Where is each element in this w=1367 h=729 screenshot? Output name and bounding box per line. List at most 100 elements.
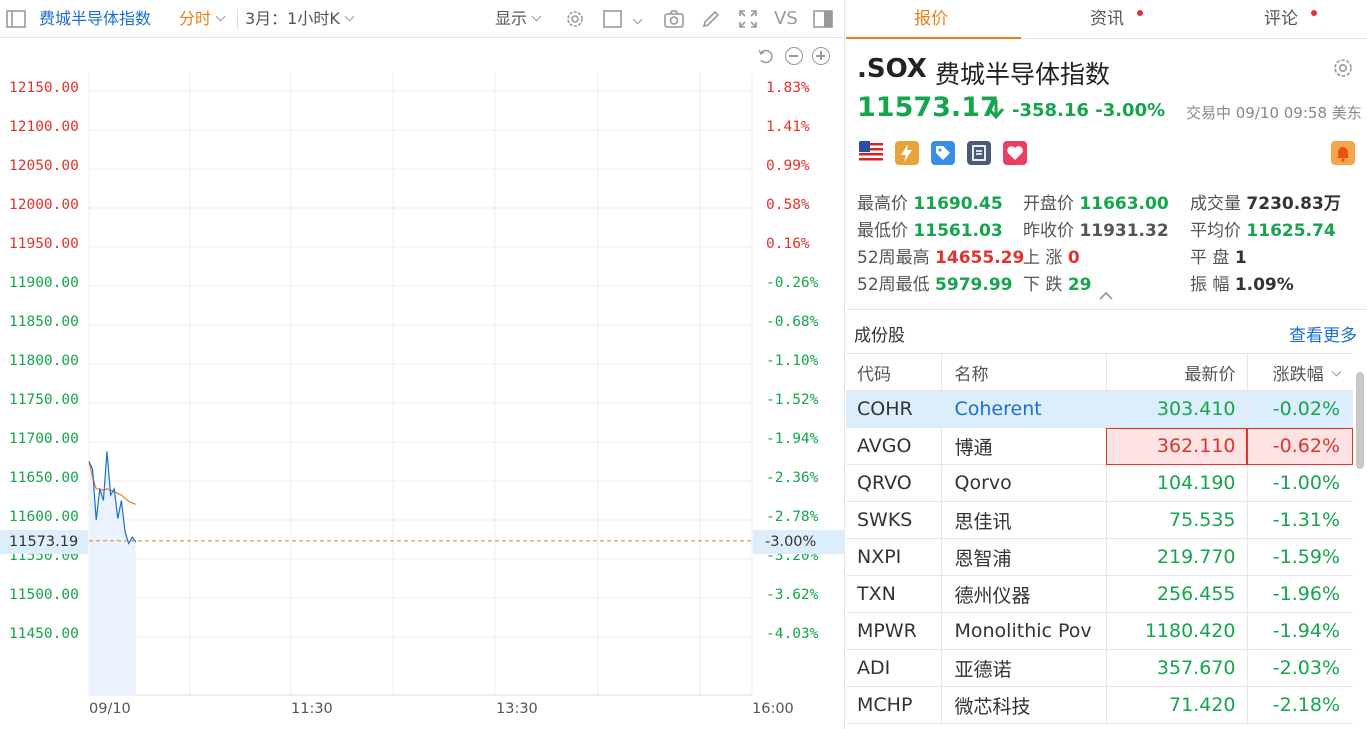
cell-price: 104.190: [1106, 464, 1248, 502]
cell-code: MPWR: [846, 612, 942, 650]
symbol: .SOX: [857, 54, 927, 84]
y-axis-pct-label: 1.83%: [766, 80, 810, 96]
display-label: 显示: [495, 9, 528, 28]
chart-canvas[interactable]: [0, 38, 845, 729]
gear-icon[interactable]: [1331, 56, 1355, 80]
cell-name: 亚德诺: [941, 649, 1107, 687]
reset-icon[interactable]: [757, 47, 775, 65]
table-row[interactable]: TXN 德州仪器 256.455 -1.96%: [846, 575, 1353, 613]
indicator-box-icon[interactable]: [602, 8, 624, 30]
cell-pct: -0.02%: [1247, 390, 1353, 428]
current-price-tag: 11573.19: [0, 530, 88, 554]
stat-volume: 成交量 7230.83万: [1190, 194, 1341, 214]
y-axis-pct-label: 1.41%: [766, 119, 810, 135]
cell-code: NXPI: [846, 538, 942, 576]
y-axis-label: 11750.00: [9, 392, 79, 408]
col-code[interactable]: 代码: [846, 353, 942, 391]
y-axis-pct-label: -0.68%: [766, 314, 819, 330]
lightning-badge-icon[interactable]: [895, 141, 919, 165]
y-axis-pct-label: -4.03%: [766, 626, 819, 642]
table-row[interactable]: MCHP 微芯科技 71.420 -2.18%: [846, 686, 1353, 724]
view-more-link[interactable]: 查看更多: [1289, 326, 1357, 346]
y-axis-label: 11500.00: [9, 587, 79, 603]
cell-name: Qorvo: [941, 464, 1107, 502]
chart-panel: 费城半导体指数 分时 3月：1小时K 显示 VS 12150.00 1.83% 12…: [0, 0, 845, 729]
settings-gear-icon[interactable]: [564, 8, 586, 30]
table-row[interactable]: MPWR Monolithic Pov 1180.420 -1.94%: [846, 612, 1353, 650]
pencil-icon[interactable]: [700, 8, 722, 30]
note-icon[interactable]: [967, 141, 991, 165]
cell-code: AVGO: [846, 427, 942, 465]
index-name: 费城半导体指数: [935, 60, 1111, 89]
cell-name: Monolithic Pov: [941, 612, 1107, 650]
fullscreen-icon[interactable]: [737, 8, 759, 30]
y-axis-pct-label: -1.94%: [766, 431, 819, 447]
news-unread-dot: [1137, 10, 1143, 16]
display-dropdown[interactable]: 显示: [495, 0, 542, 38]
y-axis-label: 12150.00: [9, 80, 79, 96]
stat-52w-low: 52周最低 5979.99: [857, 275, 1013, 295]
divider: [237, 9, 238, 29]
alert-bell-icon[interactable]: [1331, 141, 1355, 165]
cell-name: Coherent: [941, 390, 1107, 428]
cell-name: 恩智浦: [941, 538, 1107, 576]
price-area: [89, 451, 136, 695]
constituents-table: 代码 名称 最新价 涨跌幅 COHR Coherent 303.410 -0.02% A…: [846, 353, 1353, 724]
cell-pct: -1.94%: [1247, 612, 1353, 650]
sort-chevron-icon[interactable]: [1331, 366, 1342, 376]
chevron-down-icon[interactable]: [632, 14, 643, 25]
y-axis-label: 11600.00: [9, 509, 79, 525]
tag-icon[interactable]: [931, 141, 955, 165]
cell-pct: -2.18%: [1247, 686, 1353, 724]
y-axis-pct-label: -2.78%: [766, 509, 819, 525]
chart-toolbar: 费城半导体指数 分时 3月：1小时K 显示 VS: [0, 0, 845, 38]
table-row[interactable]: ADI 亚德诺 357.670 -2.03%: [846, 649, 1353, 687]
scrollbar[interactable]: [1356, 372, 1364, 469]
stat-high: 最高价 11690.45: [857, 194, 1003, 214]
table-row[interactable]: AVGO 博通 362.110 -0.62%: [846, 427, 1353, 465]
table-row[interactable]: COHR Coherent 303.410 -0.02%: [846, 390, 1353, 428]
col-change-pct[interactable]: 涨跌幅: [1247, 353, 1353, 391]
y-axis-pct-label: -0.26%: [766, 275, 819, 291]
col-price[interactable]: 最新价: [1106, 353, 1248, 391]
table-row[interactable]: SWKS 思佳讯 75.535 -1.31%: [846, 501, 1353, 539]
y-axis-label: 11450.00: [9, 626, 79, 642]
period-label: 3月：1小时K: [245, 9, 340, 28]
tab-news[interactable]: 资讯: [1090, 9, 1124, 29]
cell-code: COHR: [846, 390, 942, 428]
zoom-out-icon[interactable]: [785, 47, 803, 65]
cell-code: ADI: [846, 649, 942, 687]
col-name[interactable]: 名称: [941, 353, 1107, 391]
mode-dropdown[interactable]: 分时: [179, 0, 226, 38]
heart-icon[interactable]: [1003, 141, 1027, 165]
change-value: -358.16: [1012, 100, 1089, 121]
cell-price: 75.535: [1106, 501, 1248, 539]
camera-icon[interactable]: [663, 8, 685, 30]
chevron-up-icon[interactable]: [1098, 291, 1114, 301]
table-row[interactable]: NXPI 恩智浦 219.770 -1.59%: [846, 538, 1353, 576]
compare-vs-button[interactable]: VS: [774, 8, 798, 29]
cell-code: MCHP: [846, 686, 942, 724]
current-pct-tag: -3.00%: [753, 530, 845, 554]
cell-name: 德州仪器: [941, 575, 1107, 613]
period-dropdown[interactable]: 3月：1小时K: [245, 0, 355, 38]
tab-quote[interactable]: 报价: [914, 9, 948, 29]
index-title[interactable]: 费城半导体指数: [39, 9, 152, 28]
panel-toggle-icon[interactable]: [812, 8, 834, 30]
tab-comments[interactable]: 评论: [1264, 9, 1298, 29]
chevron-down-icon: [531, 11, 542, 22]
cell-pct: -1.31%: [1247, 501, 1353, 539]
cell-pct: -1.59%: [1247, 538, 1353, 576]
cell-code: SWKS: [846, 501, 942, 539]
zoom-in-icon[interactable]: [812, 47, 830, 65]
y-axis-label: 11700.00: [9, 431, 79, 447]
price-chart[interactable]: 12150.00 1.83% 12100.00 1.41% 12050.00 0.99% 1…: [0, 38, 845, 729]
col-change-label: 涨跌幅: [1272, 364, 1324, 385]
change-pct: -3.00%: [1095, 100, 1166, 121]
stat-52w-high: 52周最高 14655.29: [857, 248, 1025, 268]
cell-name: 微芯科技: [941, 686, 1107, 724]
table-row[interactable]: QRVO Qorvo 104.190 -1.00%: [846, 464, 1353, 502]
constituents-title: 成份股: [854, 326, 905, 346]
table-header-row: 代码 名称 最新价 涨跌幅: [846, 353, 1353, 391]
sidebar-toggle-icon[interactable]: [6, 9, 26, 29]
